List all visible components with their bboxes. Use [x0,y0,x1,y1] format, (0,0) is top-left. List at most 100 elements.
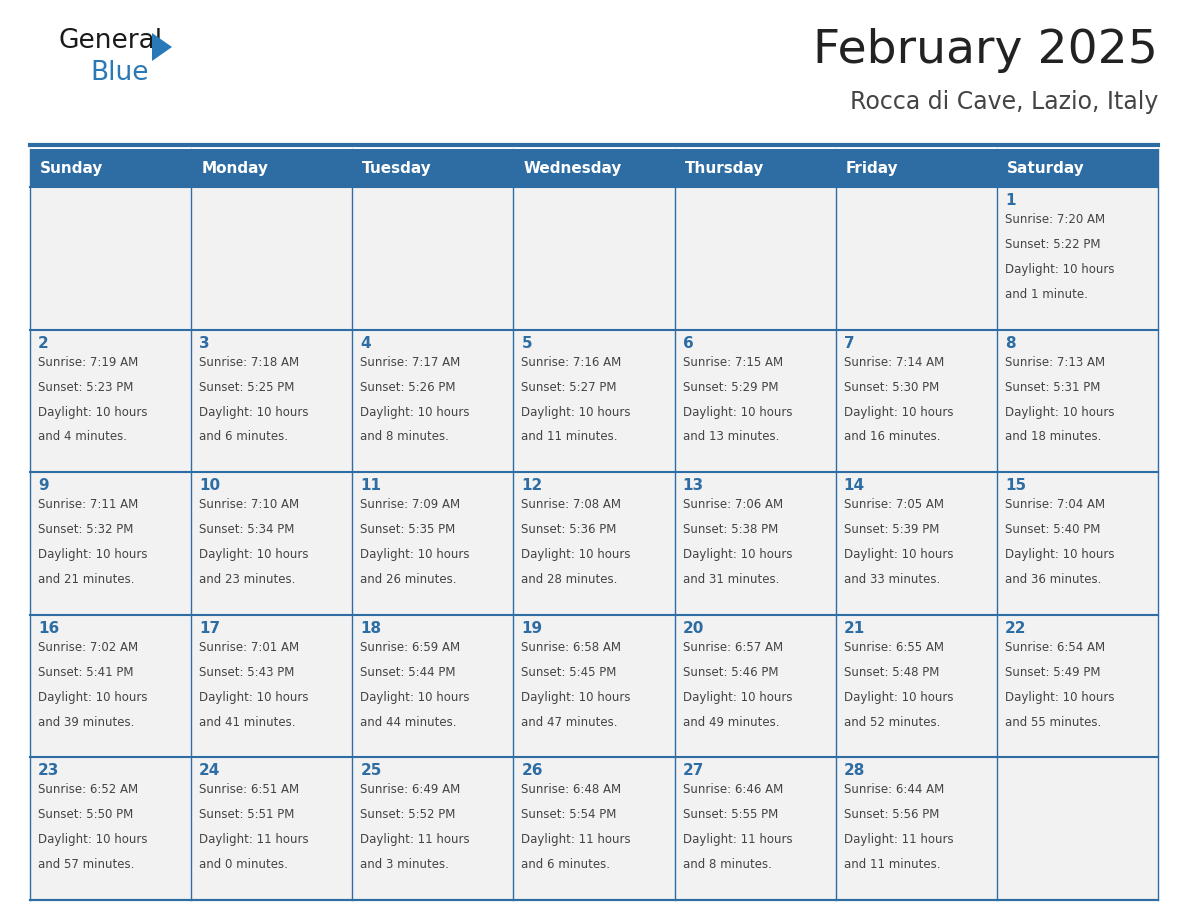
Text: and 18 minutes.: and 18 minutes. [1005,431,1101,443]
Text: and 6 minutes.: and 6 minutes. [522,858,611,871]
Text: Sunset: 5:34 PM: Sunset: 5:34 PM [200,523,295,536]
Text: Sunset: 5:49 PM: Sunset: 5:49 PM [1005,666,1100,678]
Text: Sunset: 5:31 PM: Sunset: 5:31 PM [1005,381,1100,394]
Text: Sunrise: 6:52 AM: Sunrise: 6:52 AM [38,783,138,797]
Text: February 2025: February 2025 [813,28,1158,73]
Text: and 36 minutes.: and 36 minutes. [1005,573,1101,586]
Text: and 28 minutes.: and 28 minutes. [522,573,618,586]
Text: 7: 7 [843,336,854,351]
Text: and 11 minutes.: and 11 minutes. [522,431,618,443]
Text: Sunset: 5:22 PM: Sunset: 5:22 PM [1005,238,1100,251]
Text: and 26 minutes.: and 26 minutes. [360,573,456,586]
Text: Sunrise: 7:13 AM: Sunrise: 7:13 AM [1005,355,1105,369]
Text: and 39 minutes.: and 39 minutes. [38,716,134,729]
Text: and 55 minutes.: and 55 minutes. [1005,716,1101,729]
Text: Daylight: 10 hours: Daylight: 10 hours [683,406,792,419]
Text: 23: 23 [38,764,59,778]
Text: 20: 20 [683,621,704,636]
Text: Sunset: 5:23 PM: Sunset: 5:23 PM [38,381,133,394]
Text: Daylight: 10 hours: Daylight: 10 hours [843,406,953,419]
Text: Sunset: 5:25 PM: Sunset: 5:25 PM [200,381,295,394]
Text: Rocca di Cave, Lazio, Italy: Rocca di Cave, Lazio, Italy [849,90,1158,114]
Text: Sunset: 5:52 PM: Sunset: 5:52 PM [360,809,456,822]
Text: Sunrise: 7:06 AM: Sunrise: 7:06 AM [683,498,783,511]
Text: 13: 13 [683,478,703,493]
Text: and 6 minutes.: and 6 minutes. [200,431,289,443]
Text: Sunrise: 7:16 AM: Sunrise: 7:16 AM [522,355,621,369]
Text: 3: 3 [200,336,210,351]
Text: Sunrise: 6:51 AM: Sunrise: 6:51 AM [200,783,299,797]
Text: Daylight: 11 hours: Daylight: 11 hours [843,834,953,846]
Text: and 3 minutes.: and 3 minutes. [360,858,449,871]
Text: Daylight: 10 hours: Daylight: 10 hours [683,690,792,704]
Text: 26: 26 [522,764,543,778]
Text: Sunset: 5:36 PM: Sunset: 5:36 PM [522,523,617,536]
Text: 19: 19 [522,621,543,636]
Text: 9: 9 [38,478,49,493]
Text: Sunrise: 7:20 AM: Sunrise: 7:20 AM [1005,213,1105,226]
Text: Sunset: 5:54 PM: Sunset: 5:54 PM [522,809,617,822]
Text: Sunset: 5:45 PM: Sunset: 5:45 PM [522,666,617,678]
Text: Sunset: 5:39 PM: Sunset: 5:39 PM [843,523,939,536]
Text: and 0 minutes.: and 0 minutes. [200,858,287,871]
Text: and 44 minutes.: and 44 minutes. [360,716,456,729]
Text: Sunrise: 6:44 AM: Sunrise: 6:44 AM [843,783,944,797]
Text: Daylight: 10 hours: Daylight: 10 hours [1005,406,1114,419]
Text: Sunset: 5:46 PM: Sunset: 5:46 PM [683,666,778,678]
Text: Daylight: 11 hours: Daylight: 11 hours [200,834,309,846]
Text: Daylight: 10 hours: Daylight: 10 hours [360,548,469,561]
Text: Sunset: 5:56 PM: Sunset: 5:56 PM [843,809,939,822]
Bar [30,757,1158,900]
Text: and 49 minutes.: and 49 minutes. [683,716,779,729]
Text: Sunrise: 7:19 AM: Sunrise: 7:19 AM [38,355,138,369]
Text: Sunrise: 7:01 AM: Sunrise: 7:01 AM [200,641,299,654]
Text: Thursday: Thursday [684,161,764,175]
Text: Sunset: 5:50 PM: Sunset: 5:50 PM [38,809,133,822]
Text: 10: 10 [200,478,220,493]
Bar [30,330,1158,472]
Text: 5: 5 [522,336,532,351]
Text: and 31 minutes.: and 31 minutes. [683,573,779,586]
Text: Sunset: 5:29 PM: Sunset: 5:29 PM [683,381,778,394]
Text: and 4 minutes.: and 4 minutes. [38,431,127,443]
Text: Sunset: 5:26 PM: Sunset: 5:26 PM [360,381,456,394]
Text: Tuesday: Tuesday [362,161,432,175]
Text: Daylight: 10 hours: Daylight: 10 hours [38,834,147,846]
Text: Daylight: 10 hours: Daylight: 10 hours [1005,690,1114,704]
Text: Sunrise: 6:46 AM: Sunrise: 6:46 AM [683,783,783,797]
Text: Sunrise: 6:57 AM: Sunrise: 6:57 AM [683,641,783,654]
Text: Sunrise: 7:15 AM: Sunrise: 7:15 AM [683,355,783,369]
Text: Sunrise: 7:05 AM: Sunrise: 7:05 AM [843,498,943,511]
Text: Sunset: 5:40 PM: Sunset: 5:40 PM [1005,523,1100,536]
Text: Sunset: 5:38 PM: Sunset: 5:38 PM [683,523,778,536]
Text: 6: 6 [683,336,694,351]
Text: and 23 minutes.: and 23 minutes. [200,573,296,586]
Text: Saturday: Saturday [1007,161,1085,175]
Text: 28: 28 [843,764,865,778]
Text: Sunset: 5:30 PM: Sunset: 5:30 PM [843,381,939,394]
Text: Daylight: 11 hours: Daylight: 11 hours [522,834,631,846]
Text: 21: 21 [843,621,865,636]
Text: 14: 14 [843,478,865,493]
Text: and 47 minutes.: and 47 minutes. [522,716,618,729]
Text: Sunrise: 6:54 AM: Sunrise: 6:54 AM [1005,641,1105,654]
Bar [30,472,1158,615]
Text: and 41 minutes.: and 41 minutes. [200,716,296,729]
Text: Sunrise: 7:10 AM: Sunrise: 7:10 AM [200,498,299,511]
Text: Daylight: 10 hours: Daylight: 10 hours [1005,548,1114,561]
Text: Daylight: 10 hours: Daylight: 10 hours [843,548,953,561]
Text: Monday: Monday [201,161,268,175]
Text: Sunrise: 6:55 AM: Sunrise: 6:55 AM [843,641,943,654]
Text: 24: 24 [200,764,221,778]
Text: Daylight: 10 hours: Daylight: 10 hours [38,548,147,561]
Text: 15: 15 [1005,478,1026,493]
Text: and 57 minutes.: and 57 minutes. [38,858,134,871]
Text: and 21 minutes.: and 21 minutes. [38,573,134,586]
Text: Sunrise: 7:11 AM: Sunrise: 7:11 AM [38,498,138,511]
Text: Sunrise: 6:48 AM: Sunrise: 6:48 AM [522,783,621,797]
Text: and 52 minutes.: and 52 minutes. [843,716,940,729]
Text: Daylight: 10 hours: Daylight: 10 hours [38,406,147,419]
Text: Sunrise: 6:59 AM: Sunrise: 6:59 AM [360,641,461,654]
Text: Blue: Blue [90,60,148,86]
Text: Daylight: 10 hours: Daylight: 10 hours [522,548,631,561]
